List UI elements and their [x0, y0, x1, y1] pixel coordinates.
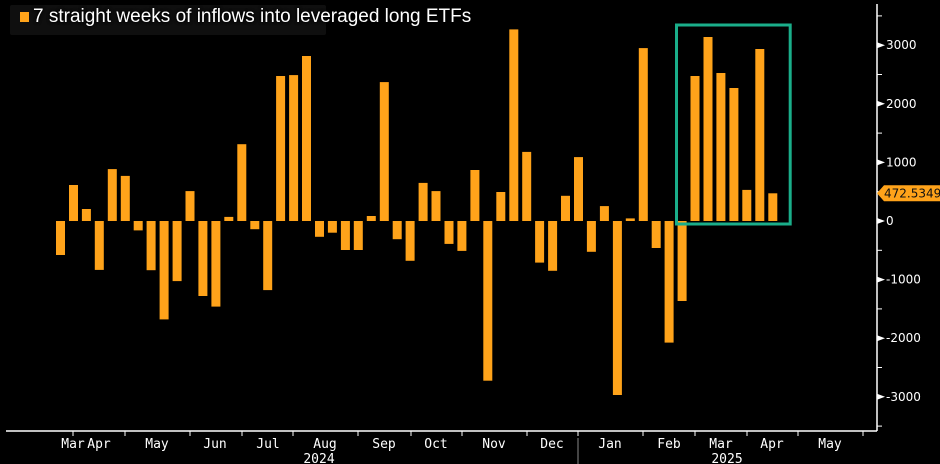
- bar: [664, 221, 674, 343]
- bar: [146, 221, 156, 271]
- bar: [768, 193, 778, 221]
- x-year-label: 2024: [303, 452, 334, 464]
- bar: [703, 37, 713, 221]
- y-tick-marker: [877, 276, 885, 283]
- bar: [483, 221, 493, 381]
- y-tick-label: 0: [886, 214, 894, 228]
- y-tick-label: -1000: [886, 273, 921, 287]
- y-tick-label: 1000: [886, 155, 917, 169]
- bar: [548, 221, 558, 271]
- y-tick-marker: [877, 159, 885, 166]
- bar: [366, 216, 376, 221]
- y-tick-marker: [877, 42, 885, 49]
- bar: [561, 195, 570, 221]
- x-tick-label: Mar: [709, 437, 733, 452]
- bar: [302, 56, 311, 221]
- bar: [418, 182, 428, 221]
- x-tick-label: Jul: [256, 437, 279, 452]
- bar: [120, 175, 130, 221]
- bar: [405, 221, 415, 261]
- bar: [742, 189, 752, 221]
- x-ticks-group: [72, 431, 864, 436]
- x-tick-label: May: [145, 437, 169, 452]
- bar: [107, 169, 117, 221]
- bar: [340, 221, 350, 250]
- bar: [625, 218, 635, 221]
- bar: [612, 221, 622, 395]
- bar: [586, 221, 596, 252]
- bar: [431, 191, 441, 221]
- x-tick-label: Nov: [482, 437, 506, 452]
- bar: [172, 221, 182, 282]
- bar: [651, 221, 661, 248]
- bar: [159, 221, 169, 320]
- chart-title: 7 straight weeks of inflows into leverag…: [33, 6, 472, 27]
- bar: [755, 49, 765, 221]
- legend: [10, 5, 326, 35]
- bar: [716, 73, 726, 221]
- y-tick-marker: [877, 218, 885, 224]
- bars-group: [56, 29, 778, 395]
- bar: [81, 209, 91, 221]
- x-tick-label: Jun: [203, 437, 226, 452]
- bar: [574, 157, 583, 221]
- bar: [690, 76, 700, 221]
- legend-swatch: [20, 12, 29, 22]
- x-tick-label: Aug: [313, 437, 336, 452]
- x-tick-label: Mar: [61, 437, 85, 452]
- bar: [263, 221, 273, 291]
- bar: [250, 221, 260, 230]
- bar: [509, 29, 519, 222]
- bar: [276, 76, 286, 221]
- bar: [94, 221, 104, 270]
- bar: [327, 221, 337, 233]
- y-tick-label: 2000: [886, 97, 917, 111]
- bar: [198, 221, 208, 296]
- bar: [69, 185, 78, 221]
- x-tick-label: Jan: [598, 437, 621, 452]
- bar: [457, 221, 467, 251]
- x-labels-group: Mar Apr May Jun Jul Aug Sep Oct Nov Dec Jan Feb Mar A…: [61, 437, 842, 464]
- bar: [535, 221, 545, 263]
- bar: [599, 206, 609, 221]
- bar: [522, 151, 532, 221]
- y-tick-marker: [877, 335, 885, 342]
- bar: [315, 221, 324, 237]
- x-tick-label: May: [818, 437, 842, 452]
- bar: [56, 221, 65, 255]
- bar: [289, 75, 299, 221]
- bar: [444, 221, 454, 244]
- y-tick-marker: [877, 100, 885, 107]
- bar: [677, 221, 687, 301]
- x-tick-label: Sep: [372, 437, 396, 452]
- bar: [211, 221, 221, 307]
- highlight-box: [675, 23, 792, 226]
- bar: [470, 170, 480, 221]
- y-tick-label: -3000: [886, 390, 921, 404]
- bar: [729, 88, 739, 221]
- bar: [496, 192, 506, 221]
- x-tick-label: Apr: [87, 437, 111, 452]
- last-value-tag: [877, 185, 940, 202]
- x-tick-label: Apr: [760, 437, 784, 452]
- x-tick-label: Dec: [540, 437, 563, 452]
- bar: [353, 221, 363, 250]
- y-tick-label: -2000: [886, 331, 921, 345]
- x-tick-label: Feb: [657, 437, 681, 452]
- x-year-label: 2025: [711, 452, 742, 464]
- y-ticks-group: 3000 2000 1000 0 -1000 -2000 -3000: [877, 15, 921, 427]
- bar: [224, 216, 234, 221]
- bar: [133, 221, 143, 231]
- y-tick-label: 3000: [886, 38, 917, 52]
- bar: [379, 82, 389, 221]
- bar: [237, 144, 247, 221]
- bar: [638, 48, 648, 221]
- x-tick-label: Oct: [424, 437, 447, 452]
- bar: [185, 191, 195, 221]
- last-value-marker: 472.5349: [877, 185, 940, 202]
- last-value-label: 472.5349: [884, 186, 940, 200]
- y-tick-marker: [877, 393, 885, 400]
- bar: [392, 221, 402, 240]
